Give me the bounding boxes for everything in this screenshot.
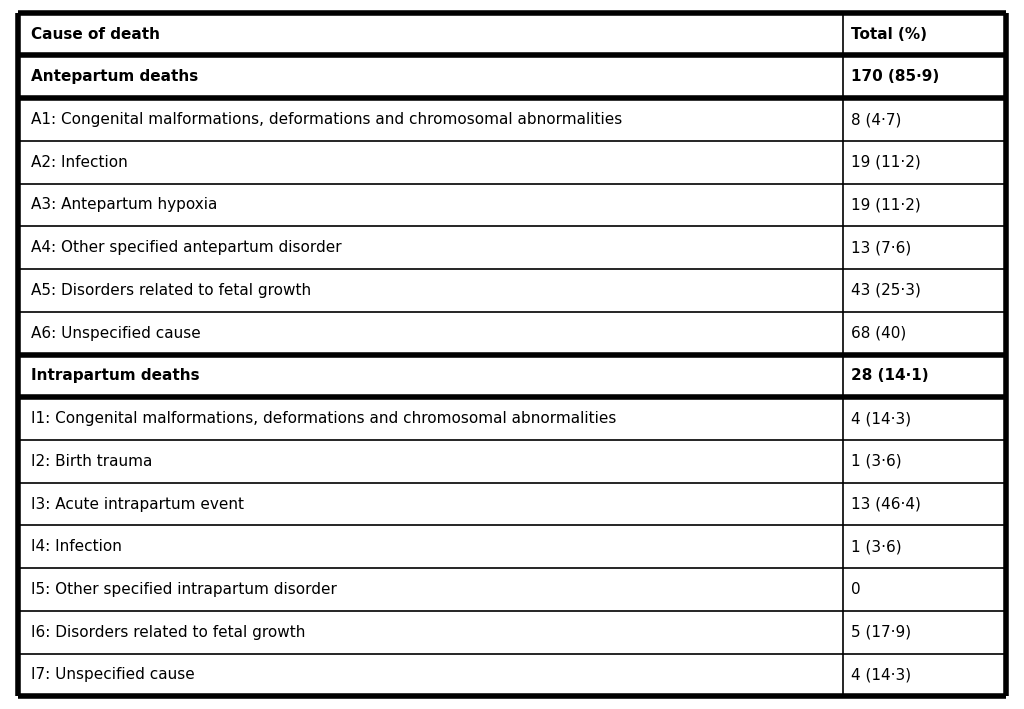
Text: I4: Infection: I4: Infection bbox=[31, 540, 122, 554]
Text: I2: Birth trauma: I2: Birth trauma bbox=[31, 454, 153, 469]
Text: A4: Other specified antepartum disorder: A4: Other specified antepartum disorder bbox=[31, 240, 341, 255]
Text: 13 (46·4): 13 (46·4) bbox=[851, 496, 921, 511]
Text: I3: Acute intrapartum event: I3: Acute intrapartum event bbox=[31, 496, 244, 511]
Text: 28 (14·1): 28 (14·1) bbox=[851, 369, 929, 384]
Text: Cause of death: Cause of death bbox=[31, 27, 160, 42]
Text: A6: Unspecified cause: A6: Unspecified cause bbox=[31, 325, 201, 340]
Text: 19 (11·2): 19 (11·2) bbox=[851, 198, 921, 213]
Text: Total (%): Total (%) bbox=[851, 27, 927, 42]
Text: 1 (3·6): 1 (3·6) bbox=[851, 454, 901, 469]
Text: I1: Congenital malformations, deformations and chromosomal abnormalities: I1: Congenital malformations, deformatio… bbox=[31, 411, 616, 426]
Text: 8 (4·7): 8 (4·7) bbox=[851, 112, 901, 127]
Text: 170 (85·9): 170 (85·9) bbox=[851, 69, 939, 84]
Text: Antepartum deaths: Antepartum deaths bbox=[31, 69, 198, 84]
Text: 13 (7·6): 13 (7·6) bbox=[851, 240, 911, 255]
Text: I5: Other specified intrapartum disorder: I5: Other specified intrapartum disorder bbox=[31, 582, 337, 597]
Text: 1 (3·6): 1 (3·6) bbox=[851, 540, 901, 554]
Text: I6: Disorders related to fetal growth: I6: Disorders related to fetal growth bbox=[31, 625, 305, 640]
Text: A2: Infection: A2: Infection bbox=[31, 155, 127, 169]
Text: Intrapartum deaths: Intrapartum deaths bbox=[31, 369, 200, 384]
Text: I7: Unspecified cause: I7: Unspecified cause bbox=[31, 667, 195, 682]
Text: 4 (14·3): 4 (14·3) bbox=[851, 667, 911, 682]
Text: A3: Antepartum hypoxia: A3: Antepartum hypoxia bbox=[31, 198, 217, 213]
Text: 4 (14·3): 4 (14·3) bbox=[851, 411, 911, 426]
Text: 0: 0 bbox=[851, 582, 860, 597]
Text: A1: Congenital malformations, deformations and chromosomal abnormalities: A1: Congenital malformations, deformatio… bbox=[31, 112, 622, 127]
Text: 19 (11·2): 19 (11·2) bbox=[851, 155, 921, 169]
Text: 43 (25·3): 43 (25·3) bbox=[851, 283, 921, 298]
Text: 5 (17·9): 5 (17·9) bbox=[851, 625, 911, 640]
Text: 68 (40): 68 (40) bbox=[851, 325, 906, 340]
Text: A5: Disorders related to fetal growth: A5: Disorders related to fetal growth bbox=[31, 283, 311, 298]
